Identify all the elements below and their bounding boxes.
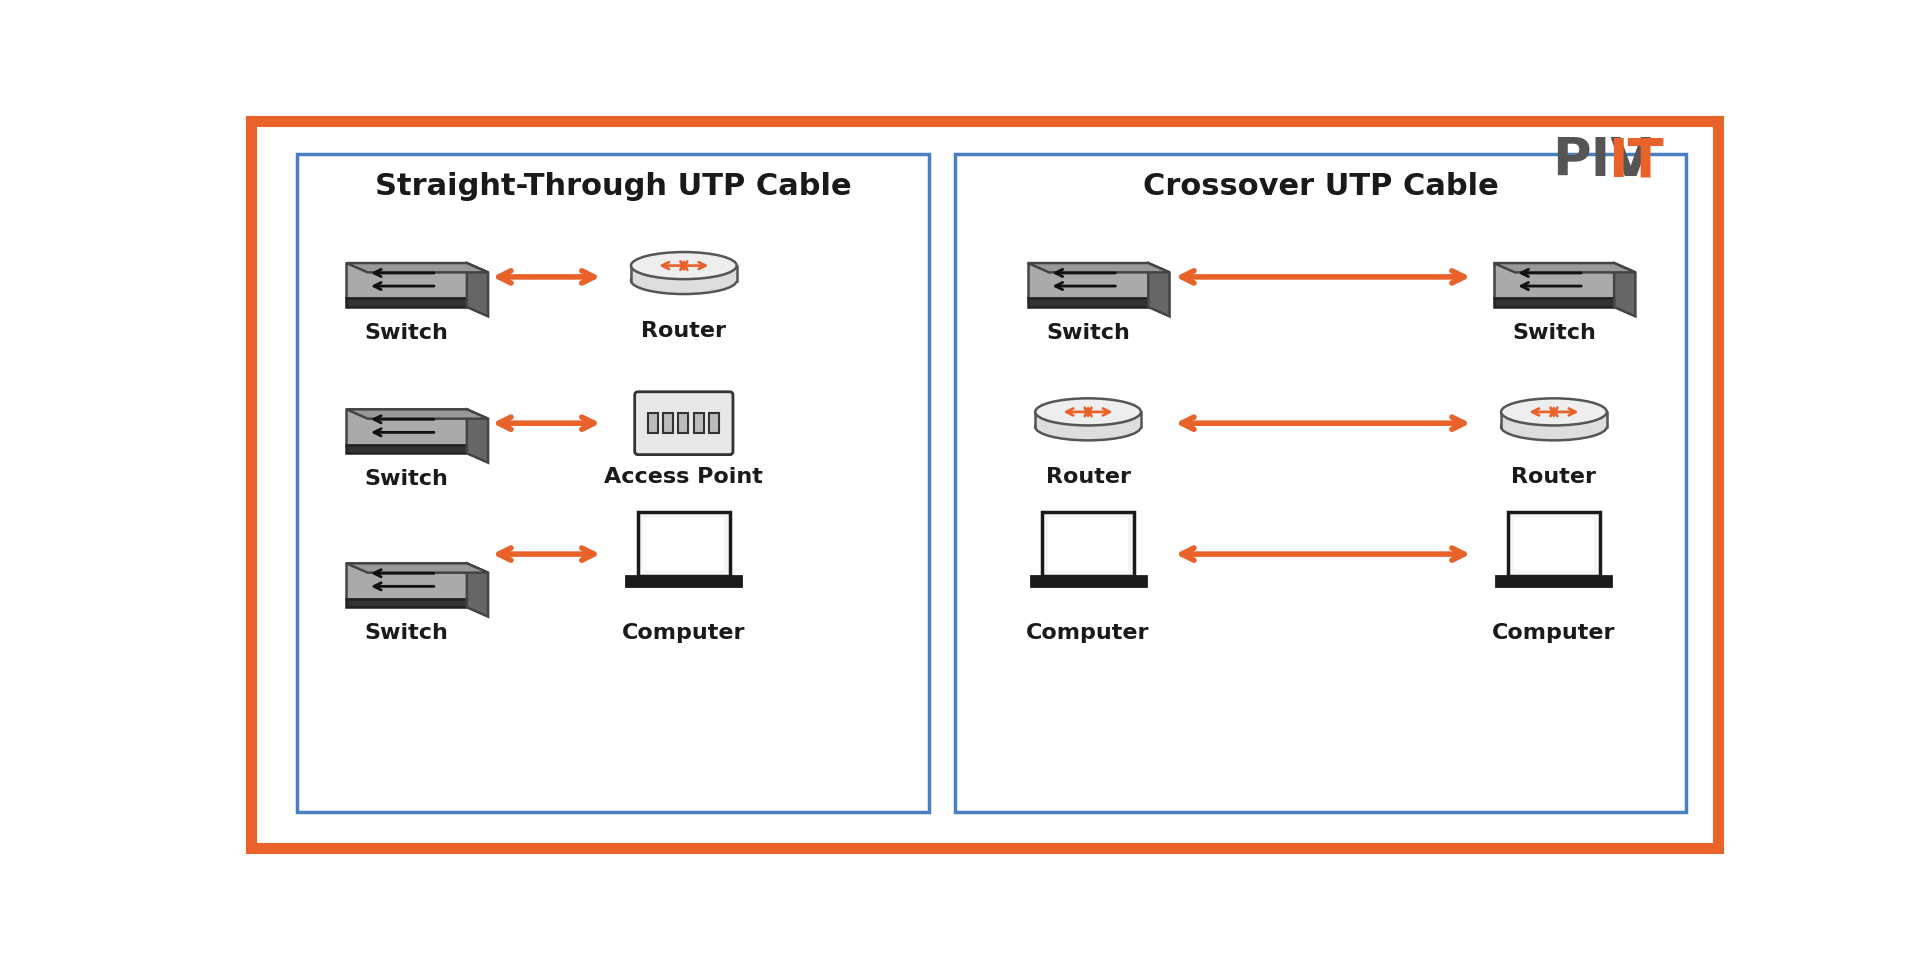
Text: Switch: Switch: [365, 324, 450, 343]
Text: Computer: Computer: [622, 623, 745, 643]
Polygon shape: [1500, 412, 1606, 427]
Text: Switch: Switch: [1512, 324, 1596, 343]
Polygon shape: [1495, 263, 1635, 273]
Polygon shape: [1149, 263, 1170, 317]
Ellipse shape: [630, 267, 736, 294]
Polygon shape: [346, 299, 467, 307]
Ellipse shape: [1500, 413, 1606, 441]
Text: Router: Router: [1512, 468, 1596, 487]
Text: Router: Router: [1045, 468, 1131, 487]
Text: Computer: Computer: [1493, 623, 1616, 643]
FancyBboxPatch shape: [663, 414, 672, 433]
Text: Router: Router: [642, 321, 726, 341]
FancyBboxPatch shape: [638, 513, 730, 576]
FancyBboxPatch shape: [1496, 576, 1612, 586]
Polygon shape: [1028, 299, 1149, 307]
Polygon shape: [346, 409, 488, 419]
FancyBboxPatch shape: [955, 154, 1687, 812]
FancyBboxPatch shape: [1508, 513, 1600, 576]
Text: Switch: Switch: [365, 623, 450, 643]
Polygon shape: [630, 266, 736, 280]
Text: IT: IT: [1608, 135, 1664, 187]
FancyBboxPatch shape: [693, 414, 703, 433]
FancyBboxPatch shape: [298, 154, 928, 812]
Polygon shape: [1028, 263, 1149, 299]
Polygon shape: [1035, 412, 1141, 427]
Polygon shape: [1614, 263, 1635, 317]
Polygon shape: [467, 409, 488, 463]
Polygon shape: [346, 444, 467, 453]
FancyBboxPatch shape: [626, 576, 742, 586]
FancyBboxPatch shape: [1030, 576, 1145, 586]
Ellipse shape: [1035, 398, 1141, 425]
Polygon shape: [346, 564, 467, 599]
FancyBboxPatch shape: [647, 414, 657, 433]
FancyBboxPatch shape: [1047, 518, 1128, 570]
Polygon shape: [1495, 299, 1614, 307]
FancyBboxPatch shape: [634, 392, 734, 455]
Text: Computer: Computer: [1026, 623, 1151, 643]
Ellipse shape: [1035, 413, 1141, 441]
Polygon shape: [346, 599, 467, 608]
Polygon shape: [346, 263, 488, 273]
Ellipse shape: [630, 252, 736, 279]
Text: Switch: Switch: [365, 469, 450, 490]
Polygon shape: [467, 564, 488, 616]
Text: PIV: PIV: [1552, 135, 1652, 187]
FancyBboxPatch shape: [1041, 513, 1133, 576]
Text: Straight-Through UTP Cable: Straight-Through UTP Cable: [375, 172, 851, 201]
Polygon shape: [346, 409, 467, 444]
Polygon shape: [467, 263, 488, 317]
Polygon shape: [1495, 263, 1614, 299]
FancyBboxPatch shape: [678, 414, 688, 433]
Text: Switch: Switch: [1047, 324, 1130, 343]
Text: Access Point: Access Point: [605, 468, 763, 487]
Polygon shape: [1028, 263, 1170, 273]
FancyBboxPatch shape: [709, 414, 718, 433]
Ellipse shape: [1500, 398, 1606, 425]
Polygon shape: [346, 564, 488, 573]
Polygon shape: [346, 263, 467, 299]
FancyBboxPatch shape: [1514, 518, 1594, 570]
FancyBboxPatch shape: [252, 121, 1717, 849]
FancyBboxPatch shape: [644, 518, 724, 570]
Text: Crossover UTP Cable: Crossover UTP Cable: [1143, 172, 1498, 201]
